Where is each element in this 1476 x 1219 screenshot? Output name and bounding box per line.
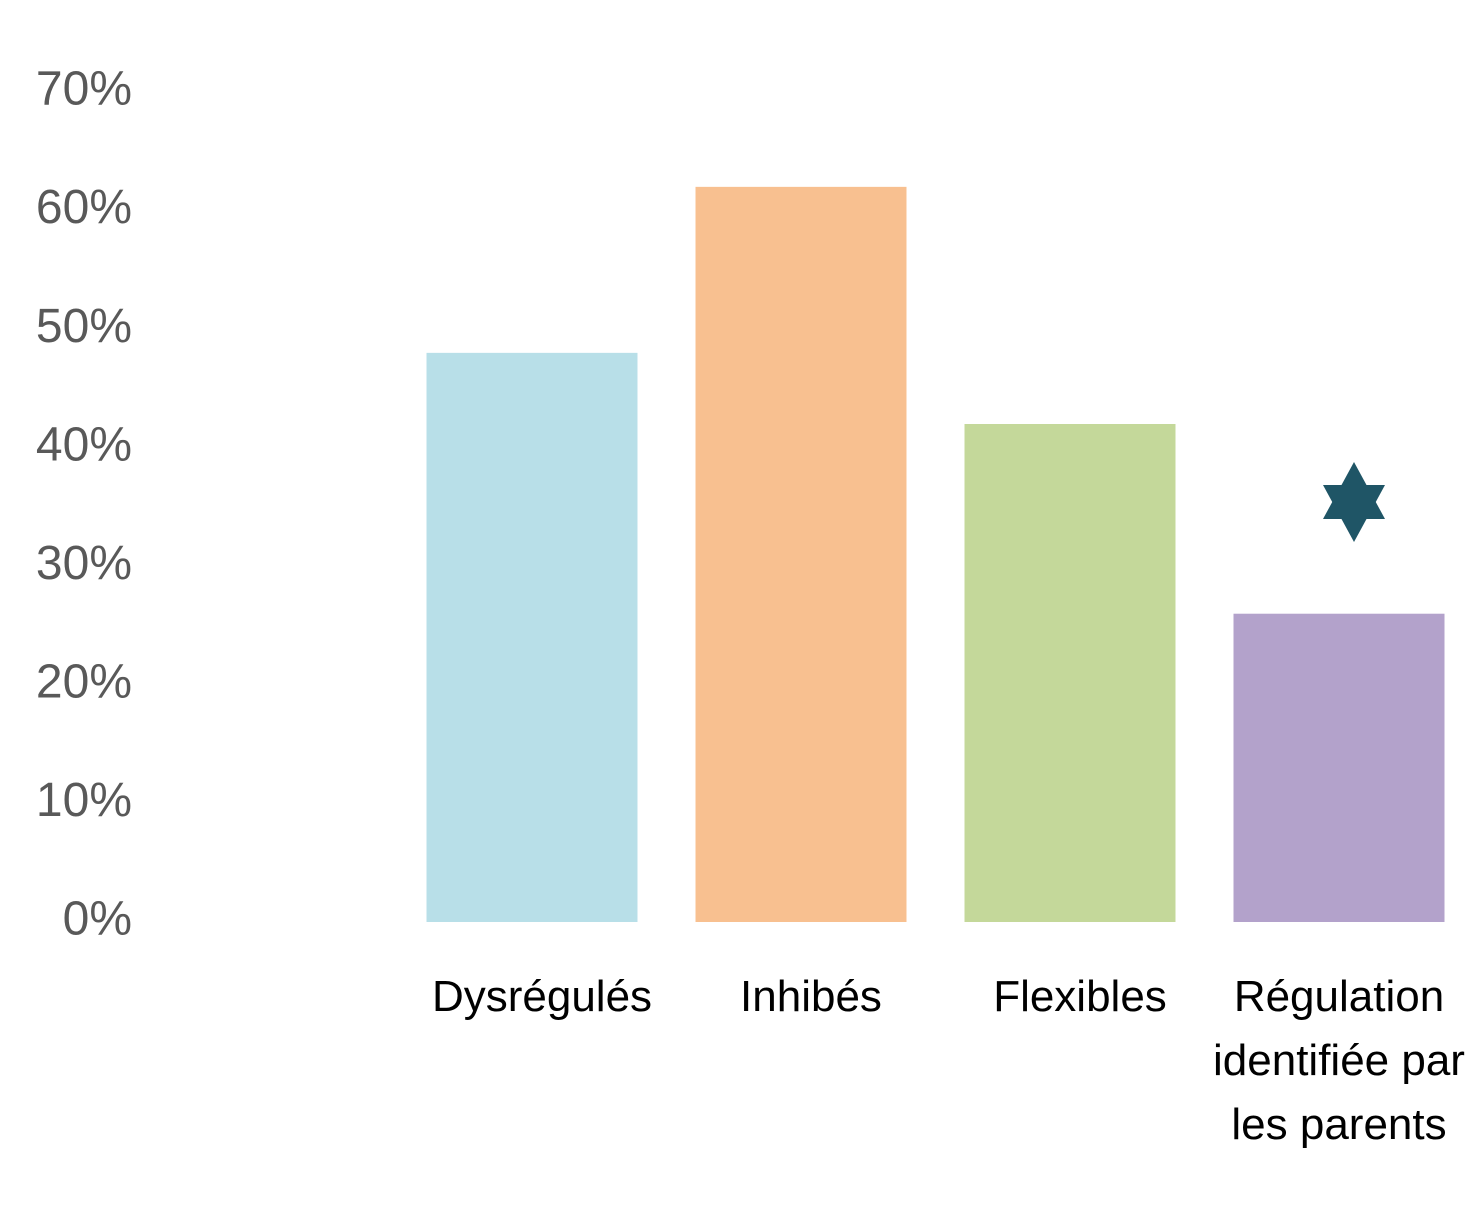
y-tick-label: 20% [36, 656, 132, 709]
y-tick-label: 0% [63, 893, 132, 946]
bar [1234, 614, 1445, 922]
y-tick-label: 60% [36, 181, 132, 234]
x-tick-label: Inhibés [681, 965, 941, 1029]
y-tick-label: 10% [36, 774, 132, 827]
x-tick-label: Régulation identifiée par les parents [1209, 965, 1469, 1157]
bar [696, 187, 907, 922]
bar [427, 353, 638, 922]
chart: 70% 60% 50% 40% 30% 20% 10% 0% DysrégulésInhibé… [0, 0, 1476, 1219]
y-tick-label: 50% [36, 300, 132, 353]
y-tick-label: 40% [36, 418, 132, 471]
bar [965, 424, 1176, 922]
x-tick-label: Dysrégulés [412, 965, 672, 1029]
x-tick-label: Flexibles [950, 965, 1210, 1029]
y-tick-label: 70% [36, 63, 132, 116]
star-icon [1323, 462, 1385, 542]
y-tick-label: 30% [36, 537, 132, 590]
